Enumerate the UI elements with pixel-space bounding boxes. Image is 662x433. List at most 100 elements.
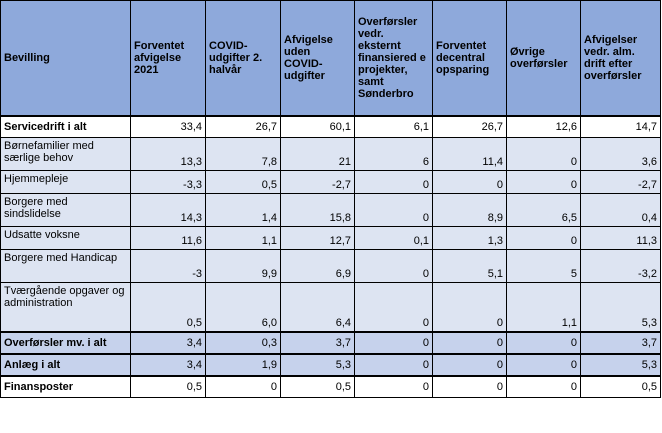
row-label: Udsatte voksne bbox=[0, 226, 131, 250]
row-label: Børnefamilier med særlige behov bbox=[0, 137, 131, 171]
cell-value: 0,3 bbox=[205, 331, 281, 355]
cell-value: 9,9 bbox=[205, 249, 281, 283]
cell-value: 0 bbox=[506, 331, 581, 355]
table-row: Borgere med sindslidelse 14,3 1,4 15,8 0… bbox=[0, 193, 661, 227]
cell-value: 12,7 bbox=[280, 226, 355, 250]
cell-value: 0 bbox=[432, 375, 507, 398]
header-afvigelser-alm-drift: Afvigelser vedr. alm. drift efter overfø… bbox=[580, 0, 661, 117]
header-bevilling: Bevilling bbox=[0, 0, 131, 117]
cell-value: 0,5 bbox=[205, 170, 281, 194]
cell-value: 13,3 bbox=[130, 137, 206, 171]
cell-value: 0 bbox=[506, 353, 581, 377]
row-label: Finansposter bbox=[0, 375, 131, 398]
cell-value: 5,1 bbox=[432, 249, 507, 283]
cell-value: 26,7 bbox=[432, 115, 507, 138]
cell-value: 15,8 bbox=[280, 193, 355, 227]
table-row: Finansposter 0,5 0 0,5 0 0 0 0,5 bbox=[0, 375, 661, 398]
cell-value: 6,5 bbox=[506, 193, 581, 227]
cell-value: 1,4 bbox=[205, 193, 281, 227]
row-label: Borgere med sindslidelse bbox=[0, 193, 131, 227]
cell-value: 5,3 bbox=[280, 353, 355, 377]
header-covid-udgifter: COVID-udgifter 2. halvår bbox=[205, 0, 281, 117]
row-label: Tværgående opgaver og administration bbox=[0, 282, 131, 333]
cell-value: 0,5 bbox=[580, 375, 661, 398]
table-row: Borgere med Handicap -3 9,9 6,9 0 5,1 5 … bbox=[0, 249, 661, 283]
cell-value: 0 bbox=[354, 353, 433, 377]
row-label: Borgere med Handicap bbox=[0, 249, 131, 283]
cell-value: 6,9 bbox=[280, 249, 355, 283]
table-row: Tværgående opgaver og administration 0,5… bbox=[0, 282, 661, 333]
cell-value: 0 bbox=[432, 170, 507, 194]
cell-value: 0 bbox=[205, 375, 281, 398]
table-row: Hjemmepleje -3,3 0,5 -2,7 0 0 0 -2,7 bbox=[0, 170, 661, 194]
cell-value: 0 bbox=[506, 137, 581, 171]
header-ovrige-overforsler: Øvrige overførsler bbox=[506, 0, 581, 117]
cell-value: 0 bbox=[432, 331, 507, 355]
cell-value: 6 bbox=[354, 137, 433, 171]
cell-value: -3 bbox=[130, 249, 206, 283]
cell-value: 33,4 bbox=[130, 115, 206, 138]
cell-value: 5,3 bbox=[580, 353, 661, 377]
cell-value: 1,3 bbox=[432, 226, 507, 250]
cell-value: 0,5 bbox=[280, 375, 355, 398]
row-label: Overførsler mv. i alt bbox=[0, 331, 131, 355]
cell-value: 1,9 bbox=[205, 353, 281, 377]
cell-value: 0 bbox=[506, 375, 581, 398]
cell-value: 1,1 bbox=[506, 282, 581, 333]
table-row: Børnefamilier med særlige behov 13,3 7,8… bbox=[0, 137, 661, 171]
cell-value: 7,8 bbox=[205, 137, 281, 171]
cell-value: 0 bbox=[506, 170, 581, 194]
cell-value: -2,7 bbox=[280, 170, 355, 194]
cell-value: 0 bbox=[432, 353, 507, 377]
cell-value: 6,0 bbox=[205, 282, 281, 333]
cell-value: 0 bbox=[354, 375, 433, 398]
cell-value: 0 bbox=[354, 249, 433, 283]
table-row: Servicedrift i alt 33,4 26,7 60,1 6,1 26… bbox=[0, 115, 661, 138]
cell-value: 5 bbox=[506, 249, 581, 283]
cell-value: 3,7 bbox=[280, 331, 355, 355]
header-decentral-opsparing: Forventet decentral opsparing bbox=[432, 0, 507, 117]
cell-value: 11,3 bbox=[580, 226, 661, 250]
header-row: Bevilling Forventet afvigelse 2021 COVID… bbox=[0, 0, 661, 117]
cell-value: 6,1 bbox=[354, 115, 433, 138]
cell-value: -3,2 bbox=[580, 249, 661, 283]
cell-value: -2,7 bbox=[580, 170, 661, 194]
cell-value: 0,1 bbox=[354, 226, 433, 250]
row-label: Anlæg i alt bbox=[0, 353, 131, 377]
cell-value: 11,4 bbox=[432, 137, 507, 171]
cell-value: 21 bbox=[280, 137, 355, 171]
cell-value: 0,5 bbox=[130, 375, 206, 398]
cell-value: 14,3 bbox=[130, 193, 206, 227]
cell-value: 6,4 bbox=[280, 282, 355, 333]
cell-value: 14,7 bbox=[580, 115, 661, 138]
cell-value: 0,4 bbox=[580, 193, 661, 227]
cell-value: 0 bbox=[432, 282, 507, 333]
cell-value: 0 bbox=[354, 331, 433, 355]
header-forventet-afvigelse: Forventet afvigelse 2021 bbox=[130, 0, 206, 117]
cell-value: 0,5 bbox=[130, 282, 206, 333]
cell-value: 3,4 bbox=[130, 353, 206, 377]
table-row: Overførsler mv. i alt 3,4 0,3 3,7 0 0 0 … bbox=[0, 331, 661, 355]
cell-value: 26,7 bbox=[205, 115, 281, 138]
cell-value: 0 bbox=[354, 282, 433, 333]
cell-value: 3,7 bbox=[580, 331, 661, 355]
row-label: Servicedrift i alt bbox=[0, 115, 131, 138]
cell-value: 0 bbox=[354, 170, 433, 194]
cell-value: 1,1 bbox=[205, 226, 281, 250]
cell-value: 0 bbox=[506, 226, 581, 250]
header-afvigelse-uden-covid: Afvigelse uden COVID-udgifter bbox=[280, 0, 355, 117]
cell-value: 5,3 bbox=[580, 282, 661, 333]
table-row: Udsatte voksne 11,6 1,1 12,7 0,1 1,3 0 1… bbox=[0, 226, 661, 250]
budget-table: Bevilling Forventet afvigelse 2021 COVID… bbox=[0, 0, 661, 398]
cell-value: 60,1 bbox=[280, 115, 355, 138]
cell-value: 11,6 bbox=[130, 226, 206, 250]
cell-value: 8,9 bbox=[432, 193, 507, 227]
row-label: Hjemmepleje bbox=[0, 170, 131, 194]
cell-value: 3,4 bbox=[130, 331, 206, 355]
table-row: Anlæg i alt 3,4 1,9 5,3 0 0 0 5,3 bbox=[0, 353, 661, 377]
cell-value: 12,6 bbox=[506, 115, 581, 138]
cell-value: 0 bbox=[354, 193, 433, 227]
cell-value: 3,6 bbox=[580, 137, 661, 171]
header-overforsler-eksternt: Overførsler vedr. eksternt finansiered e… bbox=[354, 0, 433, 117]
cell-value: -3,3 bbox=[130, 170, 206, 194]
